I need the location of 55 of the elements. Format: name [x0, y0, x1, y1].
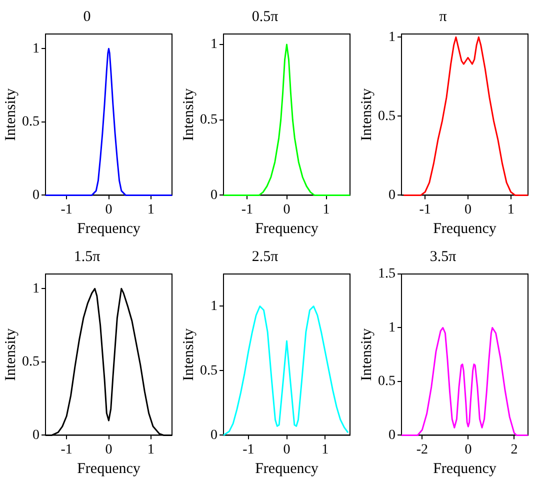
x-axis-title: Frequency	[433, 220, 497, 237]
y-tick-label: 1	[210, 298, 218, 314]
chart-title: 3.5π	[430, 248, 457, 265]
y-tick-label: 0.5	[378, 108, 396, 124]
y-axis-title: Intensity	[180, 88, 197, 141]
y-tick-label: 0.5	[22, 114, 40, 130]
y-axis-title: Intensity	[358, 328, 375, 381]
y-tick-label: 1.5	[378, 266, 396, 282]
y-tick-label: 0	[32, 428, 40, 443]
y-axis-title: Intensity	[2, 328, 19, 381]
x-tick-label: 0	[464, 442, 472, 458]
x-axis-title: Frequency	[77, 460, 141, 477]
y-tick-label: 1	[388, 320, 396, 336]
x-tick-label: 0	[283, 202, 290, 218]
x-axis-title: Frequency	[433, 460, 497, 477]
chart-title: 0.5π	[252, 8, 279, 25]
y-tick-label: 0	[32, 188, 40, 203]
x-tick-label: 2	[510, 442, 518, 458]
y-tick-label: 0	[210, 188, 218, 203]
x-tick-label: 0	[464, 202, 472, 218]
x-tick-label: -1	[419, 202, 431, 218]
y-axis-title: Intensity	[358, 88, 375, 141]
y-tick-label: 0	[388, 428, 396, 443]
y-tick-label: 0.5	[200, 363, 218, 378]
y-axis-title: Intensity	[2, 88, 19, 141]
x-tick-label: -1	[241, 202, 254, 218]
x-tick-label: 1	[322, 442, 329, 458]
x-axis-title: Frequency	[255, 220, 319, 237]
x-tick-label: 0	[105, 202, 112, 218]
y-axis-title: Intensity	[180, 328, 197, 381]
y-tick-label: 0.5	[378, 374, 396, 390]
x-axis-title: Frequency	[77, 220, 141, 237]
x-tick-label: 0	[283, 442, 290, 458]
y-tick-label: 1	[32, 41, 40, 56]
y-tick-label: 0	[388, 188, 396, 203]
x-tick-label: 1	[147, 442, 154, 458]
y-tick-label: 1	[388, 30, 396, 45]
x-axis-title: Frequency	[255, 460, 319, 477]
chart-title: 1.5π	[74, 248, 101, 265]
y-tick-label: 0	[210, 428, 218, 443]
x-tick-label: 1	[322, 202, 330, 218]
y-tick-label: 1	[210, 37, 218, 52]
chart-title: 0	[83, 8, 91, 25]
x-tick-label: 1	[507, 202, 514, 218]
y-tick-label: 0.5	[200, 112, 218, 128]
x-tick-label: -1	[242, 442, 254, 458]
chart-title: 2.5π	[252, 248, 279, 265]
x-tick-label: 1	[147, 202, 154, 218]
chart-title: π	[439, 8, 448, 25]
x-tick-label: 0	[105, 442, 112, 458]
x-tick-label: -1	[60, 202, 72, 218]
y-tick-label: 1	[32, 281, 40, 296]
x-tick-label: -1	[60, 442, 72, 458]
y-tick-label: 0.5	[22, 354, 40, 370]
x-tick-label: -2	[416, 442, 428, 458]
